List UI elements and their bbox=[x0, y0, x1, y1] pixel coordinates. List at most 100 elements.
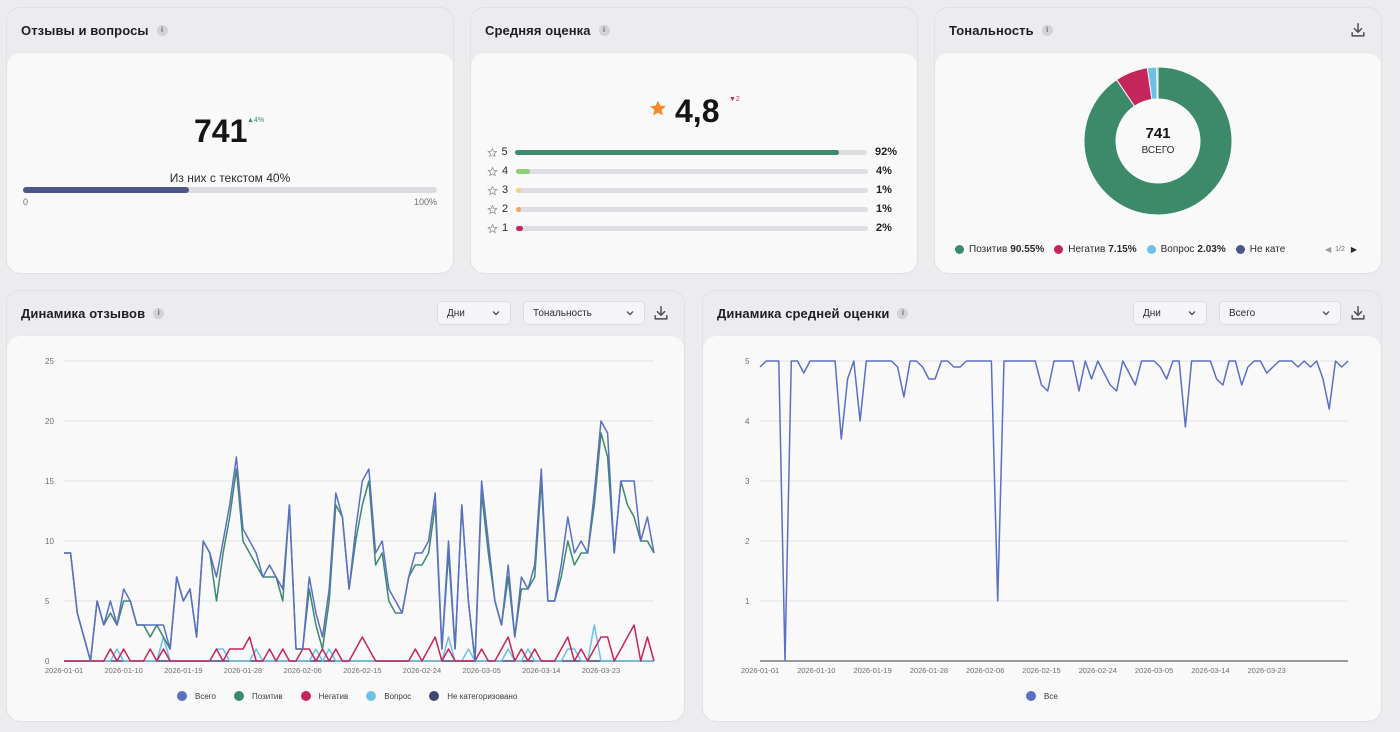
pager-prev-icon[interactable]: ◀ bbox=[1325, 245, 1332, 254]
x-tick-label: 2026-01-28 bbox=[910, 666, 948, 675]
rating-stars-label: 5 bbox=[501, 146, 508, 158]
y-tick-label: 15 bbox=[45, 477, 54, 486]
y-tick-label: 0 bbox=[45, 657, 50, 666]
info-icon[interactable]: i bbox=[897, 307, 909, 319]
x-tick-label: 2026-03-23 bbox=[1247, 666, 1285, 675]
rating-bar-track bbox=[516, 206, 868, 212]
reviews-dynamics-card-title: Динамика отзывов bbox=[21, 305, 146, 321]
x-tick-label: 2026-02-06 bbox=[283, 666, 321, 675]
chevron-down-icon bbox=[626, 311, 634, 316]
legend-label: Всего bbox=[195, 691, 216, 701]
star-icon bbox=[650, 100, 666, 116]
reviews-card-title: Отзывы и вопросы bbox=[21, 22, 149, 38]
series-line-Негатив bbox=[64, 624, 655, 662]
reviews-dynamics-card: Динамика отзывов i Дни Тональность 0 5 10 1… bbox=[6, 290, 685, 722]
total-select-value: Всего bbox=[1229, 307, 1256, 319]
avg-rating-card-title: Средняя оценка bbox=[485, 22, 591, 38]
period-select[interactable]: Дни bbox=[1133, 301, 1207, 325]
avg-rating-card-header: Средняя оценка i bbox=[471, 8, 917, 52]
text-share-label: Из них с текстом 40% bbox=[169, 171, 291, 185]
rating-percent: 92% bbox=[874, 146, 897, 158]
chart-legend-item[interactable]: Вопрос bbox=[366, 691, 411, 701]
tone-select[interactable]: Тональность bbox=[523, 301, 645, 325]
rating-percent: 1% bbox=[876, 184, 892, 196]
rating-bar-track bbox=[516, 225, 868, 231]
info-icon[interactable]: i bbox=[156, 24, 168, 36]
rating-percent: 2% bbox=[876, 222, 892, 234]
chart-legend-item[interactable]: Всего bbox=[177, 691, 216, 701]
rating-row-4: 4 4% bbox=[487, 164, 897, 178]
tone-legend-item[interactable]: Не кате bbox=[1235, 244, 1285, 255]
legend-label: Вопрос bbox=[1160, 244, 1195, 255]
legend-label: Позитив bbox=[251, 691, 283, 701]
rating-row-1: 1 2% bbox=[487, 221, 897, 235]
star-outline-icon bbox=[487, 147, 498, 157]
donut-center-value: 741 bbox=[1145, 125, 1171, 142]
series-line-Позитив bbox=[64, 432, 655, 662]
download-icon[interactable] bbox=[1349, 21, 1367, 39]
x-tick-label: 2026-03-14 bbox=[1191, 666, 1229, 675]
pager-label: 1/2 bbox=[1335, 246, 1345, 253]
rating-bar-fill bbox=[516, 187, 522, 193]
tone-legend-item[interactable]: Позитив 90.55% bbox=[955, 244, 1044, 255]
chart-legend-item[interactable]: Негатив bbox=[300, 691, 348, 701]
legend-value: 7.15% bbox=[1108, 244, 1137, 255]
tone-card-body: 741 ВСЕГО Позитив 90.55% Негатив 7.15% Вопро… bbox=[935, 52, 1381, 273]
legend-pager: ◀ 1/2 ▶ bbox=[1325, 245, 1357, 254]
rating-bar-track bbox=[516, 168, 868, 174]
info-icon[interactable]: i bbox=[598, 24, 610, 36]
star-outline-icon bbox=[487, 203, 498, 214]
x-tick-label: 2026-02-15 bbox=[1022, 666, 1060, 675]
y-tick-label: 5 bbox=[45, 597, 50, 606]
tone-legend-item[interactable]: Негатив 7.15% bbox=[1054, 244, 1137, 255]
legend-dot bbox=[177, 691, 187, 701]
avg-rating-delta: ▼2 bbox=[729, 96, 740, 103]
chart-legend-item[interactable]: Позитив bbox=[233, 691, 283, 701]
donut-center-label: ВСЕГО bbox=[1141, 145, 1175, 156]
y-tick-label: 5 bbox=[745, 357, 750, 366]
download-icon[interactable] bbox=[652, 304, 670, 322]
period-select[interactable]: Дни bbox=[437, 301, 511, 325]
x-tick-label: 2026-01-19 bbox=[853, 666, 891, 675]
chart-legend-item[interactable]: Все bbox=[1026, 691, 1058, 701]
y-tick-label: 25 bbox=[45, 357, 54, 366]
avg-dynamics-chart: 1 2 3 4 5 2026-01-01 2026-01-10 2026-01-19 2026-… bbox=[741, 357, 1349, 675]
x-tick-label: 2026-03-05 bbox=[462, 666, 500, 675]
legend-dot bbox=[1146, 245, 1156, 254]
chart-legend-item[interactable]: Не категоризовано bbox=[429, 691, 517, 701]
legend-dot bbox=[1026, 691, 1036, 701]
x-tick-label: 2026-03-05 bbox=[1135, 666, 1173, 675]
reviews-dynamics-card-body: 0 5 10 15 20 25 2026-01-01 2026-01-10 2026-01-19… bbox=[7, 335, 684, 721]
y-tick-label: 2 bbox=[745, 537, 750, 546]
reviews-delta: ▲4% bbox=[247, 117, 265, 124]
tone-legend-item[interactable]: Вопрос 2.03% bbox=[1146, 244, 1226, 255]
pager-next-icon[interactable]: ▶ bbox=[1350, 245, 1358, 254]
rating-row-3: 3 1% bbox=[487, 183, 897, 197]
rating-bar-track bbox=[516, 187, 868, 193]
avg-rating-value: 4,8 bbox=[675, 93, 720, 129]
legend-dot bbox=[955, 245, 964, 254]
donut-slice-0 bbox=[1083, 66, 1233, 216]
tone-select-value: Тональность bbox=[533, 307, 592, 319]
series-line-Вопрос bbox=[64, 624, 654, 662]
legend-dot bbox=[1235, 245, 1245, 254]
star-outline-icon bbox=[487, 165, 498, 176]
tone-card-title: Тональность bbox=[949, 22, 1034, 38]
tone-donut-chart bbox=[1083, 66, 1233, 216]
series-line-Всего bbox=[64, 420, 655, 662]
avg-dynamics-card-title: Динамика средней оценки bbox=[717, 305, 890, 321]
donut-slice-3 bbox=[1156, 66, 1159, 100]
rating-percent: 1% bbox=[876, 203, 892, 215]
reviews-dynamics-chart: 0 5 10 15 20 25 2026-01-01 2026-01-10 2026-01-19… bbox=[45, 357, 655, 675]
text-share-progress bbox=[23, 187, 437, 193]
tone-card-header: Тональность i bbox=[935, 8, 1381, 52]
info-icon[interactable]: i bbox=[153, 307, 165, 319]
total-select[interactable]: Всего bbox=[1219, 301, 1341, 325]
legend-label: Вопрос bbox=[384, 691, 412, 701]
avg-dynamics-card: Динамика средней оценки i Дни Всего 1 2 3 4… bbox=[702, 290, 1382, 722]
download-icon[interactable] bbox=[1349, 304, 1367, 322]
x-tick-label: 2026-01-10 bbox=[797, 666, 835, 675]
rating-bar-fill bbox=[514, 149, 839, 155]
x-tick-label: 2026-02-24 bbox=[403, 666, 441, 675]
info-icon[interactable]: i bbox=[1041, 24, 1053, 36]
